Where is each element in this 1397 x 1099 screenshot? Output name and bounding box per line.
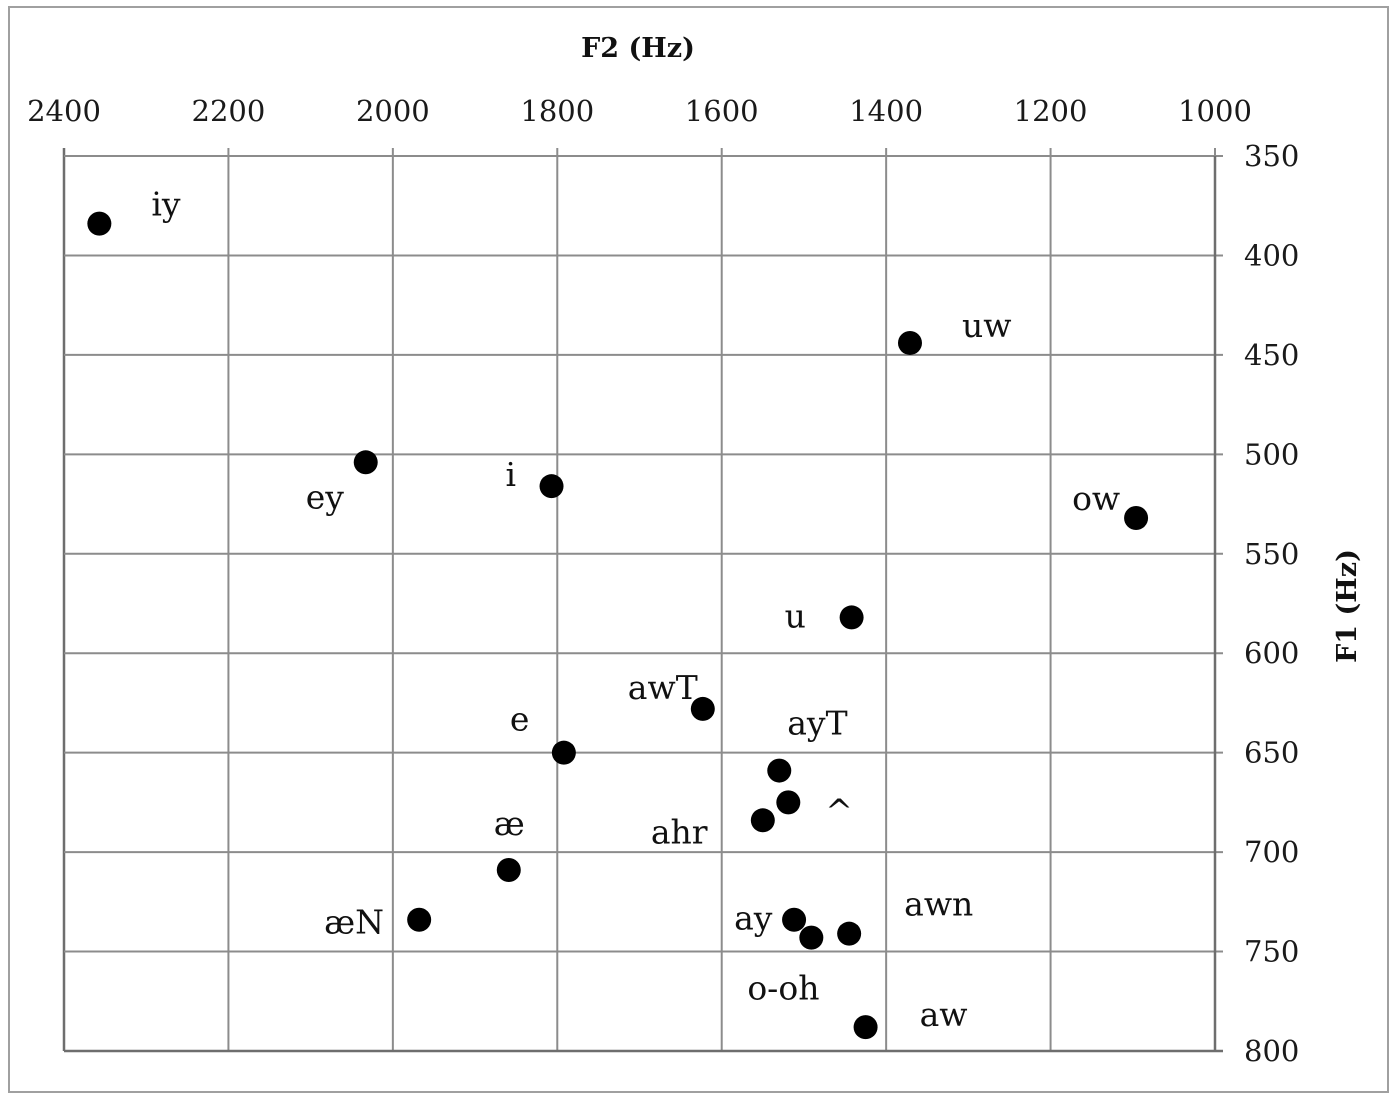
point-label-17: aw bbox=[920, 995, 968, 1034]
data-point-9 bbox=[767, 758, 792, 783]
grid bbox=[62, 148, 1223, 1053]
data-point-10 bbox=[776, 790, 801, 815]
data-point-1 bbox=[87, 211, 112, 236]
data-points bbox=[87, 211, 1149, 1040]
point-label-16: o-oh bbox=[747, 969, 819, 1008]
x-tick-label: 2000 bbox=[356, 94, 430, 128]
x-tick-label: 1000 bbox=[1178, 94, 1252, 128]
y-tick-label: 650 bbox=[1244, 736, 1299, 770]
x-tick-label: 1800 bbox=[520, 94, 594, 128]
data-point-5 bbox=[1124, 505, 1149, 530]
point-label-1: iy bbox=[151, 185, 181, 224]
data-point-7 bbox=[690, 696, 715, 721]
y-tick-label: 600 bbox=[1244, 636, 1299, 670]
chart-frame bbox=[8, 6, 1389, 1093]
x-tick-label: 1200 bbox=[1014, 94, 1088, 128]
data-point-3 bbox=[353, 450, 378, 475]
y-tick-label: 450 bbox=[1244, 338, 1299, 372]
y-tick-label: 750 bbox=[1244, 935, 1299, 969]
y-tick-labels: 350 400 450 500 550 600 650 700 750 800 bbox=[1244, 139, 1299, 1068]
x-tick-label: 2400 bbox=[27, 94, 101, 128]
data-point-2 bbox=[897, 330, 922, 355]
x-tick-label: 2200 bbox=[192, 94, 266, 128]
y-tick-label: 700 bbox=[1244, 835, 1299, 869]
data-point-4 bbox=[539, 474, 564, 499]
data-point-12 bbox=[496, 858, 521, 883]
x-tick-label: 1600 bbox=[685, 94, 759, 128]
point-labels: iy uw ey i ow u awT e ayT ^ ahr æ æN ay awn o-oh aw bbox=[151, 185, 1120, 1035]
point-label-5: ow bbox=[1072, 479, 1120, 518]
point-label-6: u bbox=[785, 596, 806, 635]
data-point-17 bbox=[853, 1015, 878, 1040]
point-label-10: ^ bbox=[825, 791, 853, 830]
data-point-11 bbox=[750, 808, 775, 833]
x-axis-title: F2 (Hz) bbox=[581, 33, 695, 64]
point-label-9: ayT bbox=[787, 704, 847, 743]
point-label-15: awn bbox=[904, 885, 973, 924]
point-label-3: ey bbox=[306, 477, 345, 516]
x-tick-labels: 2400 2200 2000 1800 1600 1400 1200 1000 bbox=[27, 94, 1252, 128]
y-tick-label: 500 bbox=[1244, 437, 1299, 471]
point-label-4: i bbox=[506, 455, 517, 494]
y-tick-label: 550 bbox=[1244, 537, 1299, 571]
x-tick-label: 1400 bbox=[849, 94, 923, 128]
y-tick-label: 350 bbox=[1244, 139, 1299, 173]
point-label-14: ay bbox=[734, 899, 773, 938]
point-label-12: æ bbox=[494, 804, 525, 843]
data-point-8 bbox=[551, 740, 576, 765]
y-axis-title: F1 (Hz) bbox=[1332, 549, 1363, 663]
point-label-11: ahr bbox=[651, 812, 708, 851]
point-label-13: æN bbox=[324, 903, 384, 942]
data-point-13 bbox=[407, 907, 432, 932]
y-tick-label: 400 bbox=[1244, 238, 1299, 272]
data-point-14 bbox=[782, 907, 807, 932]
point-label-8: e bbox=[510, 700, 530, 739]
point-label-2: uw bbox=[962, 306, 1012, 345]
data-point-16 bbox=[799, 925, 824, 950]
y-tick-label: 800 bbox=[1244, 1034, 1299, 1068]
data-point-6 bbox=[839, 605, 864, 630]
data-point-15 bbox=[837, 921, 862, 946]
point-label-7: awT bbox=[628, 668, 698, 707]
